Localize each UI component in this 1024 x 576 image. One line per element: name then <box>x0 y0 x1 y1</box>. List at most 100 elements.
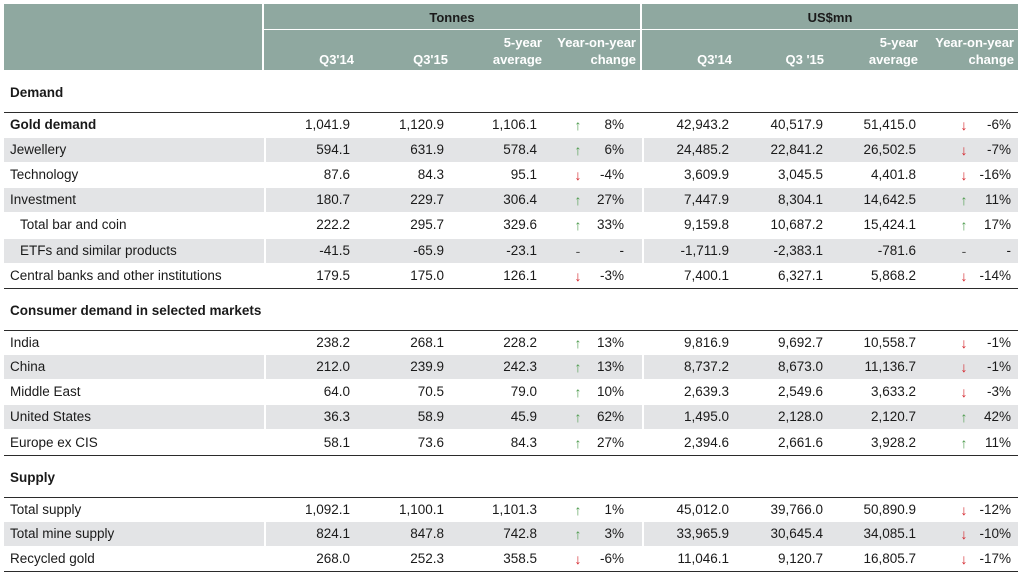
row-label: Middle East <box>10 384 81 399</box>
arrow-down-icon: ↓ <box>574 167 582 183</box>
column-divider <box>264 113 266 137</box>
section-bottom-rule <box>4 288 1018 289</box>
tonnes-value: 229.7 <box>410 192 444 207</box>
tonnes-yoy-change: 62% <box>596 409 624 424</box>
column-divider <box>264 213 266 237</box>
table-row: China 212.0 239.9 242.3 8,737.2 8,673.0 11,136… <box>4 355 1018 379</box>
usd-value: 2,120.7 <box>870 409 916 424</box>
tonnes-value: -41.5 <box>319 243 350 258</box>
usd-yoy-change: - <box>1006 243 1012 258</box>
col-usd-5yr: 5-year average <box>868 35 918 67</box>
tonnes-value: 329.6 <box>503 217 537 232</box>
tonnes-value: 631.9 <box>410 142 444 157</box>
arrow-down-icon: ↓ <box>960 551 968 567</box>
row-label: Technology <box>10 167 79 182</box>
row-label: India <box>10 335 40 350</box>
usd-value: 26,502.5 <box>863 142 916 157</box>
header-usd-group <box>642 4 1018 70</box>
tonnes-value: 306.4 <box>503 192 537 207</box>
column-divider <box>642 547 644 571</box>
column-divider <box>264 405 266 429</box>
tonnes-value: 84.3 <box>510 435 537 450</box>
tonnes-group-rule <box>264 29 640 30</box>
row-label: Total bar and coin <box>20 217 127 232</box>
usd-value: 9,816.9 <box>683 335 729 350</box>
tonnes-yoy-change: 13% <box>596 359 624 374</box>
tonnes-value: 239.9 <box>410 359 444 374</box>
column-divider <box>264 239 266 263</box>
tonnes-value: 268.1 <box>410 335 444 350</box>
usd-yoy-change: -3% <box>986 384 1011 399</box>
usd-value: -1,711.9 <box>680 243 729 258</box>
tonnes-yoy-change: 33% <box>596 217 624 232</box>
section-bottom-rule <box>4 571 1018 572</box>
usd-value: 4,401.8 <box>870 167 916 182</box>
tonnes-yoy-change: 3% <box>604 526 624 541</box>
row-label: Recycled gold <box>10 551 95 566</box>
column-divider <box>264 138 266 162</box>
usd-group-rule <box>642 29 1018 30</box>
tonnes-group-title: Tonnes <box>429 10 475 25</box>
tonnes-value: 238.2 <box>316 335 350 350</box>
arrow-down-icon: ↓ <box>960 384 968 400</box>
tonnes-value: 1,092.1 <box>304 502 350 517</box>
usd-value: 30,645.4 <box>770 526 823 541</box>
column-divider <box>264 431 266 455</box>
table-row: Total supply 1,092.1 1,100.1 1,101.3 45,012.… <box>4 497 1018 522</box>
table-row: Total mine supply 824.1 847.8 742.8 33,965.9… <box>4 522 1018 546</box>
row-label: ETFs and similar products <box>20 243 177 258</box>
usd-value: 3,633.2 <box>870 384 916 399</box>
section-bottom-rule <box>4 455 1018 456</box>
column-divider <box>642 188 644 212</box>
tonnes-value: 36.3 <box>323 409 350 424</box>
arrow-down-icon: ↓ <box>960 526 968 542</box>
row-label: United States <box>10 409 92 424</box>
usd-yoy-change: -1% <box>986 359 1011 374</box>
column-divider <box>264 188 266 212</box>
usd-value: 8,673.0 <box>777 359 823 374</box>
col-usd-q315: Q3 '15 <box>785 52 824 67</box>
usd-yoy-change: 42% <box>983 409 1011 424</box>
column-divider <box>642 113 644 137</box>
col-tonnes-q315: Q3'15 <box>413 52 448 67</box>
arrow-up-icon: ↑ <box>574 335 582 351</box>
row-label: Total supply <box>10 502 82 517</box>
row-label: Investment <box>10 192 77 207</box>
usd-value: 9,120.7 <box>777 551 823 566</box>
usd-value: 24,485.2 <box>676 142 729 157</box>
section-heading: Consumer demand in selected markets <box>10 303 262 318</box>
usd-yoy-change: -17% <box>979 551 1011 566</box>
usd-value: -781.6 <box>877 243 916 258</box>
row-label: Total mine supply <box>10 526 115 541</box>
arrow-up-icon: ↑ <box>960 409 968 425</box>
column-divider <box>264 355 266 379</box>
tonnes-value: 70.5 <box>417 384 444 399</box>
arrow-up-icon: ↑ <box>960 217 968 233</box>
usd-yoy-change: -10% <box>979 526 1011 541</box>
tonnes-value: 1,041.9 <box>304 117 350 132</box>
usd-value: 11,046.1 <box>677 551 729 566</box>
usd-value: 51,415.0 <box>863 117 916 132</box>
arrow-down-icon: ↓ <box>960 117 968 133</box>
tonnes-yoy-change: 13% <box>596 335 624 350</box>
tonnes-value: 58.1 <box>323 435 350 450</box>
tonnes-value: 79.0 <box>510 384 537 399</box>
tonnes-value: 179.5 <box>316 268 350 283</box>
header-label-cell <box>4 4 262 70</box>
column-divider <box>642 431 644 455</box>
tonnes-yoy-change: 8% <box>604 117 624 132</box>
tonnes-value: 594.1 <box>316 142 350 157</box>
col-usd-yoy: Year-on-year change <box>935 35 1014 67</box>
column-divider <box>264 498 266 522</box>
table-row: Europe ex CIS 58.1 73.6 84.3 2,394.6 2,661.6 3… <box>4 431 1018 455</box>
tonnes-value: 95.1 <box>510 167 537 182</box>
row-label: China <box>10 359 46 374</box>
table-row: India 238.2 268.1 228.2 9,816.9 9,692.7 10,558… <box>4 330 1018 355</box>
column-divider <box>642 522 644 546</box>
tonnes-yoy-change: 27% <box>596 192 624 207</box>
col-tonnes-5yr: 5-year average <box>492 35 542 67</box>
usd-yoy-change: -12% <box>979 502 1011 517</box>
tonnes-yoy-change: -3% <box>599 268 624 283</box>
col-tonnes-yoy: Year-on-year change <box>557 35 636 67</box>
usd-yoy-change: -14% <box>979 268 1011 283</box>
